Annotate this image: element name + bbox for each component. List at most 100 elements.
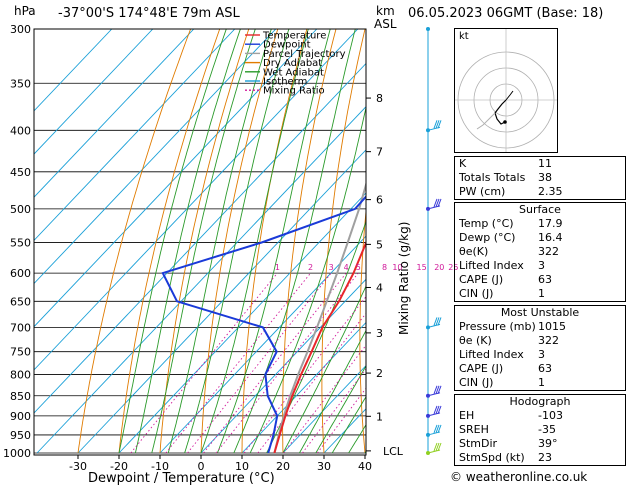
- index-row-pw: PW (cm) 2.35: [459, 185, 563, 198]
- mixing-ratio-label: 20: [434, 263, 444, 272]
- barb-flag: [433, 198, 438, 208]
- lcl-label: LCL: [383, 445, 404, 458]
- series-temperature: [273, 239, 366, 454]
- indices-table: K 11 Totals Totals 38 PW (cm) 2.35: [454, 156, 626, 200]
- x-tick-label: 0: [198, 460, 205, 473]
- pressure-tick-label: 950: [10, 429, 31, 442]
- surface-table: Surface Temp (°C) 17.9 Dewp (°C) 16.4 θe(K…: [454, 202, 626, 302]
- pressure-tick-label: 650: [10, 295, 31, 308]
- surface-row-thetae: θe(K) 322: [459, 245, 559, 258]
- mixing-ratio-label: 25: [448, 263, 458, 272]
- mixing-ratio-label: 4: [344, 263, 349, 272]
- isotherm: [159, 235, 366, 454]
- hodograph-panel: kt: [454, 28, 558, 153]
- legend-label: Parcel Trajectory: [263, 49, 346, 60]
- mixing-ratio-line: [316, 387, 366, 454]
- km-tick-label: 7: [376, 146, 383, 159]
- wet-adiabat: [118, 29, 227, 454]
- index-row-tt: Totals Totals 38: [459, 171, 552, 184]
- barb-flag: [433, 120, 438, 129]
- wet-adiabat: [151, 29, 256, 454]
- mixing-ratio-label: 8: [382, 263, 387, 272]
- dry-adiabat: [241, 29, 308, 453]
- barb-flag: [437, 405, 442, 415]
- pressure-tick-label: 750: [10, 346, 31, 359]
- barb-flag: [435, 385, 440, 394]
- pressure-tick-label: 300: [10, 23, 31, 36]
- legend-label: Dewpoint: [263, 40, 311, 51]
- isotherm: [241, 321, 366, 454]
- wet-adiabat: [315, 365, 366, 454]
- surface-row-cape: CAPE (J) 63: [459, 273, 552, 286]
- wind-barb: [427, 405, 442, 417]
- dry-adiabat: [200, 29, 279, 454]
- km-tick-label: 2: [376, 367, 383, 380]
- barb-flag: [437, 385, 442, 394]
- km-tick-label: 8: [376, 92, 383, 105]
- pressure-tick-label: 800: [10, 368, 31, 381]
- isotherm: [34, 29, 113, 112]
- hpa-label: hPa: [14, 4, 36, 18]
- legend-label: Mixing Ratio: [263, 86, 325, 97]
- pressure-tick-label: 1000: [3, 447, 31, 460]
- isotherm: [200, 278, 366, 454]
- km-tick-label: 3: [376, 327, 383, 340]
- wind-barb-dot: [426, 27, 430, 31]
- copyright-footer[interactable]: © weatheronline.co.uk: [450, 470, 588, 484]
- wet-adiabat: [233, 29, 356, 454]
- dry-adiabat: [359, 206, 366, 454]
- mu-row-thetae: θe (K) 322: [459, 334, 559, 347]
- hodo-stats-title: Hodograph: [509, 395, 571, 408]
- surface-title: Surface: [519, 203, 561, 216]
- mu-row-cin: CIN (J) 1: [459, 376, 545, 389]
- surface-row-li: Lifted Index 3: [459, 259, 545, 272]
- wet-adiabat: [216, 29, 331, 454]
- barb-flag: [437, 120, 442, 129]
- isotherm: [34, 29, 236, 242]
- dry-adiabat: [77, 29, 192, 454]
- series-parcel-trajectory: [273, 181, 366, 454]
- mu-row-li: Lifted Index 3: [459, 348, 545, 361]
- pressure-tick-label: 700: [10, 321, 31, 334]
- index-row-k: K 11: [459, 157, 552, 170]
- dry-adiabat: [321, 29, 366, 454]
- km-tick-label: 6: [376, 194, 383, 207]
- wet-adiabat: [249, 105, 366, 454]
- barb-flag: [435, 120, 440, 129]
- legend-label: Dry Adiabat: [263, 58, 322, 69]
- isotherm: [34, 62, 366, 414]
- mixing-ratio-line: [187, 272, 332, 454]
- mu-row-pressure: Pressure (mb) 1015: [459, 320, 566, 333]
- series-dewpoint: [161, 195, 366, 454]
- isotherm: [34, 29, 277, 285]
- isotherm: [34, 29, 195, 198]
- hodograph-plot: [455, 29, 557, 152]
- wind-barb: [427, 424, 442, 436]
- hodo-row-eh: EH -103: [459, 409, 563, 422]
- x-tick-label: -30: [69, 460, 87, 473]
- mixing-ratio-line: [130, 272, 278, 454]
- barb-flag: [437, 442, 442, 452]
- pressure-tick-label: 350: [10, 77, 31, 90]
- barb-flag: [435, 442, 440, 452]
- hodo-row-stmspd: StmSpd (kt) 23: [459, 451, 552, 464]
- barb-flag: [435, 405, 440, 415]
- hodo-trace-upper: [505, 90, 514, 101]
- pressure-tick-label: 450: [10, 166, 31, 179]
- wet-adiabat: [331, 395, 366, 454]
- wind-barb: [427, 385, 442, 397]
- datetime-label: 06.05.2023 06GMT (Base: 18): [408, 6, 604, 21]
- mixing-ratio-label: 15: [417, 263, 427, 272]
- legend-label: Wet Adiabat: [263, 67, 324, 78]
- x-tick-label: 30: [317, 460, 331, 473]
- barb-flag: [433, 424, 438, 434]
- hodograph-kt-label: kt: [459, 31, 469, 42]
- surface-row-temp: Temp (°C) 17.9: [459, 217, 563, 230]
- mixing-ratio-label: 3: [329, 263, 334, 272]
- barb-flag: [437, 317, 442, 326]
- mixing-ratio-label: 1: [275, 263, 280, 272]
- mixing-ratio-label: 10: [392, 263, 402, 272]
- km-tick-label: 5: [376, 238, 383, 251]
- km-label: km: [376, 4, 395, 18]
- surface-row-dewp: Dewp (°C) 16.4: [459, 231, 563, 244]
